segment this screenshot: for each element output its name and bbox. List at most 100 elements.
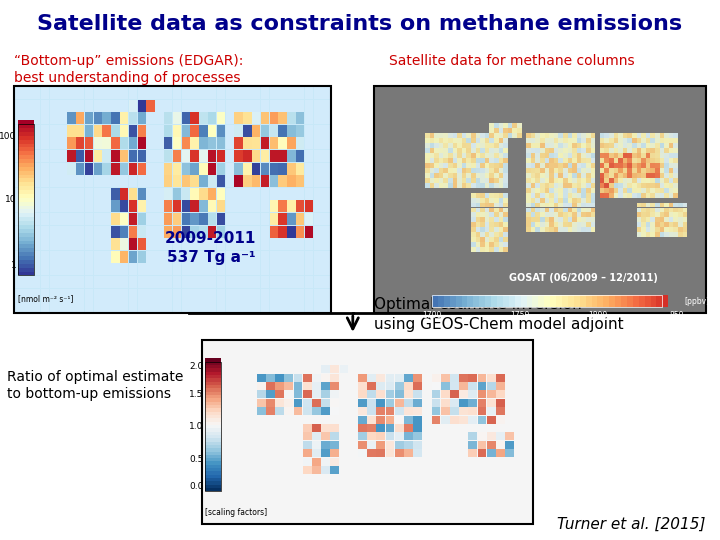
Bar [438, 158, 444, 163]
Bar [205, 402, 221, 405]
Bar [205, 379, 221, 382]
Bar [655, 207, 660, 212]
Bar [156, 226, 163, 238]
Bar [314, 251, 322, 263]
Bar [485, 202, 490, 207]
Bar [457, 138, 462, 143]
Bar [173, 264, 181, 275]
Bar [457, 163, 462, 168]
Bar [85, 200, 93, 212]
Bar [485, 158, 490, 163]
Bar [314, 213, 322, 225]
Bar [444, 178, 448, 183]
Bar [243, 150, 251, 162]
Bar [604, 193, 609, 198]
Bar [120, 112, 128, 124]
Bar [243, 100, 251, 112]
Bar [563, 163, 567, 168]
Bar [554, 188, 558, 193]
Bar [609, 153, 613, 158]
Bar [646, 222, 650, 227]
Bar [609, 193, 613, 198]
Bar [544, 133, 549, 138]
Bar [650, 173, 655, 178]
Bar [303, 441, 312, 449]
Bar [577, 178, 581, 183]
Bar [613, 143, 618, 148]
Bar [563, 193, 567, 198]
Bar [650, 213, 655, 217]
Bar [413, 433, 422, 441]
Bar [540, 213, 544, 217]
Bar [85, 251, 93, 263]
Bar [471, 218, 475, 222]
Bar [205, 462, 221, 465]
Bar [129, 163, 137, 174]
Bar [476, 202, 480, 207]
Bar [642, 158, 646, 163]
Bar [173, 100, 181, 112]
Bar [646, 173, 650, 178]
Bar [508, 124, 513, 128]
Bar [678, 207, 683, 212]
Bar [243, 251, 251, 263]
Bar [509, 295, 515, 307]
Bar [618, 143, 623, 148]
Bar [559, 153, 563, 158]
Bar [655, 158, 660, 163]
Bar [284, 374, 293, 382]
Bar [577, 158, 581, 163]
Bar [377, 390, 385, 399]
Bar [225, 238, 234, 250]
Bar [549, 138, 554, 143]
Bar [660, 183, 664, 188]
Bar [217, 163, 225, 174]
Bar [279, 226, 287, 238]
Bar [173, 276, 181, 288]
Bar [487, 374, 495, 382]
Bar [623, 138, 627, 143]
Bar [469, 407, 477, 415]
Bar [252, 150, 261, 162]
Bar [531, 227, 535, 232]
Bar [156, 150, 163, 162]
Bar [32, 251, 40, 263]
Bar [559, 193, 563, 198]
Bar [431, 416, 441, 423]
Bar [252, 137, 261, 150]
Bar [477, 433, 486, 441]
Bar [257, 390, 266, 399]
Bar [321, 399, 330, 407]
Bar [377, 433, 385, 441]
Bar [636, 218, 641, 222]
Bar [199, 301, 207, 313]
Bar [94, 137, 102, 150]
Bar [138, 125, 146, 137]
Bar [646, 232, 650, 237]
Bar [243, 125, 251, 137]
Bar [323, 251, 330, 263]
Bar [498, 193, 503, 198]
Bar [636, 222, 641, 227]
Bar [287, 100, 296, 112]
Bar [312, 433, 320, 441]
Bar [225, 251, 234, 263]
Text: 1700: 1700 [423, 311, 441, 320]
Bar [655, 168, 660, 173]
Bar [444, 183, 448, 188]
Bar [567, 168, 572, 173]
Bar [76, 150, 84, 162]
Bar [563, 148, 567, 153]
Bar [669, 178, 673, 183]
Bar [431, 399, 441, 407]
Bar [480, 213, 485, 217]
Bar [567, 133, 572, 138]
Bar [669, 188, 673, 193]
Bar [287, 264, 296, 275]
Bar [678, 218, 683, 222]
Bar [531, 153, 535, 158]
Bar [377, 382, 385, 390]
Bar [205, 438, 221, 442]
Bar [217, 125, 225, 137]
Bar [181, 238, 190, 250]
